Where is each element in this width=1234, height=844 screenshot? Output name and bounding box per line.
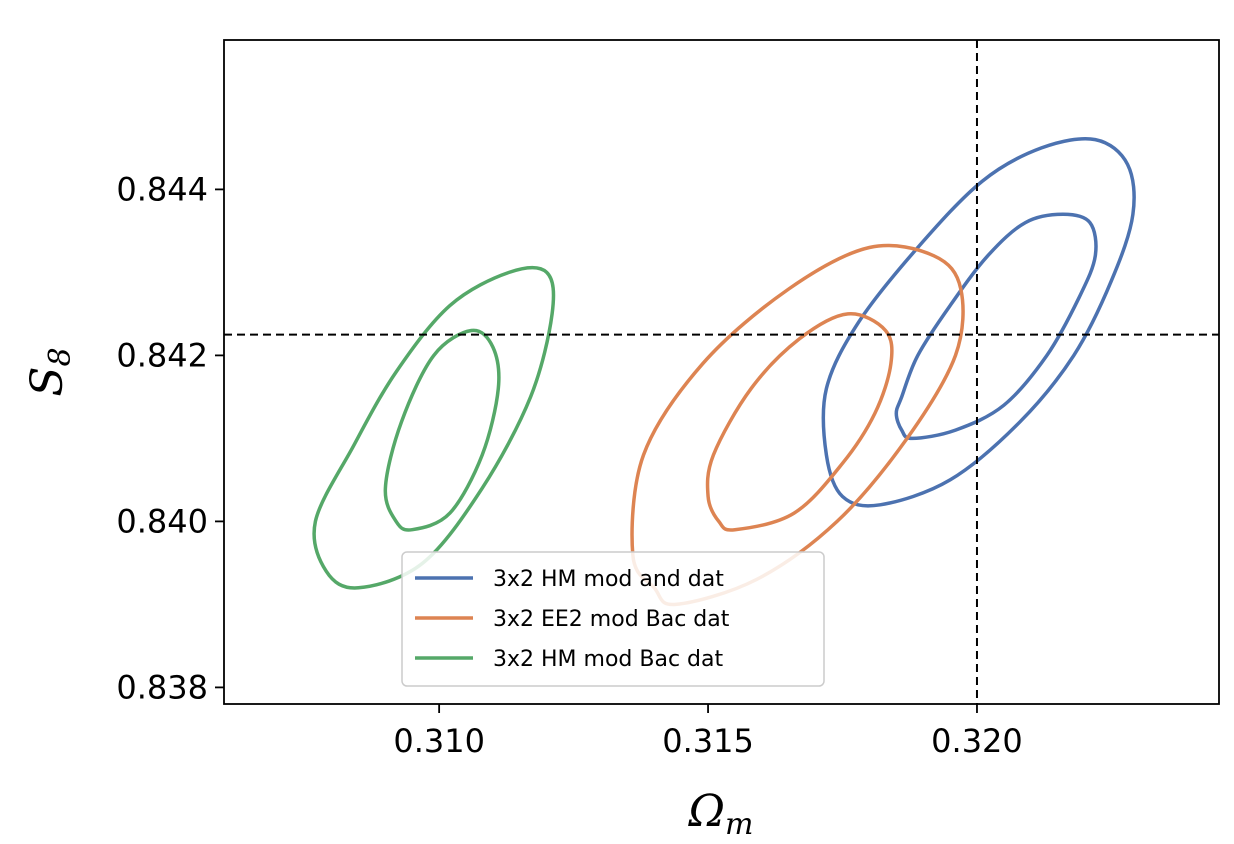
- legend: 3x2 HM mod and dat 3x2 EE2 mod Bac dat 3x2…: [401, 551, 825, 687]
- legend-label: 3x2 HM mod and dat: [493, 567, 724, 592]
- legend-label: 3x2 HM mod Bac dat: [493, 647, 723, 672]
- contour-series-2-outer: [630, 243, 965, 607]
- x-axis-title-subscript: m: [725, 807, 753, 842]
- x-tick-label: 0.320: [931, 722, 1023, 760]
- y-axis-title: S8: [22, 347, 78, 396]
- x-axis-title: Ωm: [688, 786, 754, 842]
- y-tick-label: 0.838: [116, 668, 208, 706]
- x-tick-label: 0.315: [662, 722, 754, 760]
- x-tick-label: 0.310: [393, 722, 485, 760]
- contour-series-1-inner: [894, 212, 1098, 441]
- y-axis-title-subscript: 8: [43, 347, 78, 366]
- y-axis-title-symbol: S: [22, 366, 73, 396]
- x-axis-ticks: 0.310 0.315 0.320: [393, 704, 1023, 760]
- contour-series-3-inner: [383, 328, 501, 532]
- contour-series-1-outer: [821, 136, 1136, 508]
- legend-label: 3x2 EE2 mod Bac dat: [493, 607, 730, 632]
- x-axis-title-symbol: Ω: [688, 786, 725, 837]
- y-tick-label: 0.842: [116, 336, 208, 374]
- contour-series-2-inner: [705, 312, 894, 532]
- y-axis-ticks: 0.838 0.840 0.842 0.844: [116, 170, 224, 706]
- y-tick-label: 0.844: [116, 170, 208, 208]
- plot-area-frame: [223, 39, 1220, 705]
- legend-box: [401, 551, 825, 687]
- contour-series-3-outer: [312, 266, 556, 590]
- contour-group: [312, 136, 1136, 607]
- y-tick-label: 0.840: [116, 502, 208, 540]
